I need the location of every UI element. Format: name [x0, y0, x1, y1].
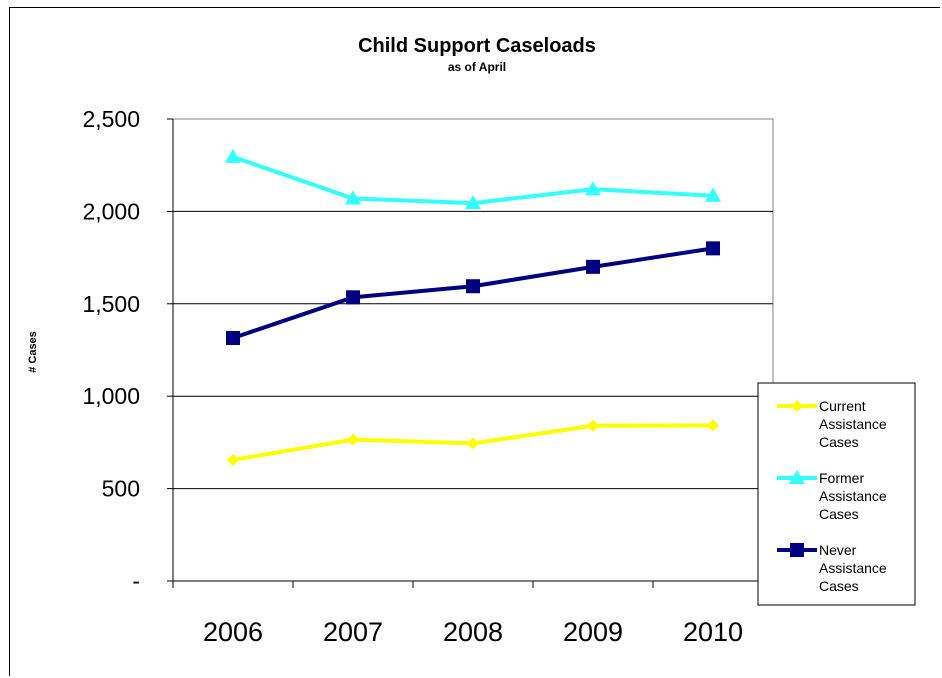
x-tick-label: 2007	[323, 617, 383, 647]
x-ticks: 2006 2007 2008 2009 2010	[172, 581, 774, 647]
data-point	[346, 290, 360, 305]
data-point	[467, 437, 479, 450]
chart-title: Child Support Caseloads	[358, 35, 596, 57]
data-point	[706, 241, 720, 256]
y-tick-label: -	[132, 568, 140, 594]
y-axis-label: # Cases	[27, 331, 39, 373]
y-tick-label: 2,500	[82, 106, 140, 132]
data-point	[707, 419, 719, 432]
data-point	[347, 433, 359, 446]
legend-label: Cases	[819, 578, 859, 594]
y-tick-label: 1,000	[82, 383, 140, 409]
legend-swatch-marker	[791, 400, 803, 412]
plot-area	[172, 118, 774, 582]
chart-frame	[9, 7, 940, 676]
x-tick-label: 2010	[683, 617, 743, 647]
y-tick-label: 2,000	[82, 198, 140, 224]
y-ticks: - 500 1,000 1,500 2,000 2,500	[82, 106, 173, 594]
legend-label: Assistance	[819, 560, 887, 576]
legend-label: Never	[819, 542, 857, 558]
data-point	[585, 181, 601, 196]
legend-label: Assistance	[819, 488, 887, 504]
legend-label: Assistance	[819, 416, 887, 432]
data-point	[345, 190, 361, 205]
legend-label: Cases	[819, 506, 859, 522]
series-group	[225, 148, 721, 466]
legend-label: Current	[819, 398, 866, 414]
legend: Current Assistance Cases Former Assistance Ca…	[777, 398, 887, 594]
legend-label: Former	[819, 470, 864, 486]
legend-label: Cases	[819, 434, 859, 450]
data-point	[586, 259, 600, 274]
legend-swatch-marker	[790, 543, 804, 557]
y-tick-label: 1,500	[82, 291, 140, 317]
data-point	[466, 279, 480, 294]
legend-swatch-marker	[789, 470, 805, 484]
data-point	[225, 148, 241, 163]
axes	[172, 119, 773, 582]
chart-subtitle: as of April	[448, 60, 506, 74]
data-point	[465, 195, 481, 210]
x-tick-label: 2009	[563, 617, 623, 647]
gridlines	[173, 210, 773, 490]
data-point	[226, 330, 240, 345]
x-tick-label: 2006	[203, 617, 263, 647]
y-tick-label: 500	[102, 476, 140, 502]
data-point	[705, 187, 721, 202]
x-tick-label: 2008	[443, 617, 503, 647]
data-point	[227, 453, 239, 466]
data-point	[587, 419, 599, 432]
legend-box	[757, 382, 916, 606]
